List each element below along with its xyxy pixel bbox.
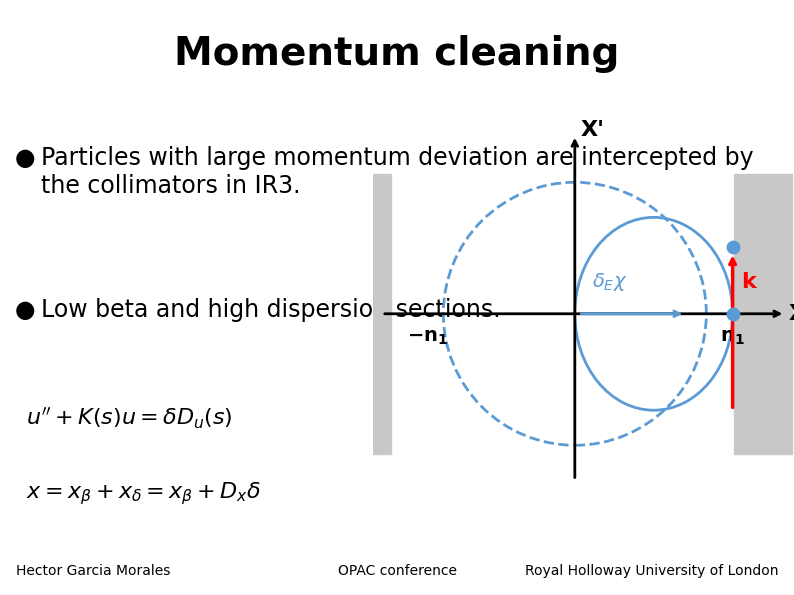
Text: X: X <box>788 304 794 324</box>
Text: $\delta_E \chi$: $\delta_E \chi$ <box>592 271 627 293</box>
Text: ●: ● <box>15 146 36 170</box>
Bar <box>734 174 792 454</box>
Text: $\mathbf{-n_1}$: $\mathbf{-n_1}$ <box>407 328 448 347</box>
Text: Low beta and high dispersion sections.: Low beta and high dispersion sections. <box>41 298 501 322</box>
Text: Royal Holloway University of London: Royal Holloway University of London <box>525 564 778 578</box>
Text: Hector Garcia Morales: Hector Garcia Morales <box>16 564 170 578</box>
Text: $u'' + K(s)u = \delta D_u(s)$: $u'' + K(s)u = \delta D_u(s)$ <box>26 406 233 431</box>
Text: OPAC conference: OPAC conference <box>337 564 457 578</box>
Text: $x = x_\beta + x_\delta = x_\beta + D_x\delta$: $x = x_\beta + x_\delta = x_\beta + D_x\… <box>26 480 261 507</box>
Text: k: k <box>742 273 756 292</box>
Text: Particles with large momentum deviation are intercepted by the collimators in IR: Particles with large momentum deviation … <box>41 146 754 198</box>
Text: Momentum cleaning: Momentum cleaning <box>175 35 619 73</box>
Text: X': X' <box>580 120 604 140</box>
Text: ●: ● <box>15 298 36 322</box>
Text: $\mathbf{n_1}$: $\mathbf{n_1}$ <box>720 328 745 347</box>
Bar <box>350 174 391 454</box>
